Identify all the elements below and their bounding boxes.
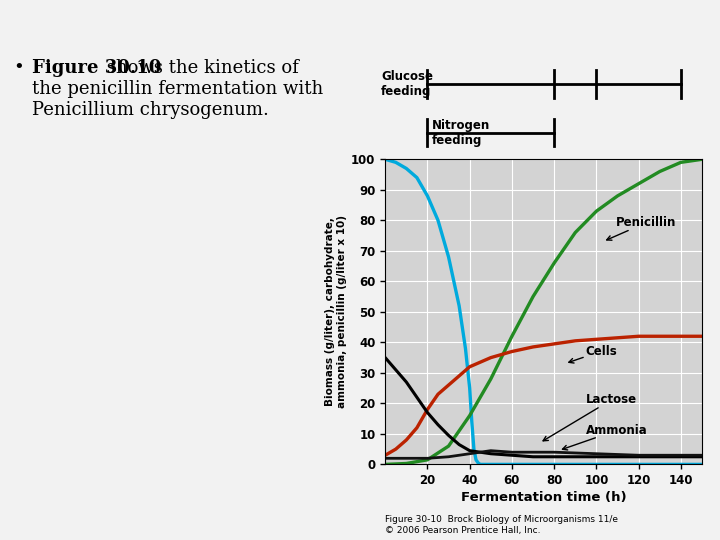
Text: Figure 30.10: Figure 30.10 [32,59,162,77]
Text: Cells: Cells [569,345,618,363]
Text: Penicillin: Penicillin [607,217,676,240]
Text: Glucose
feeding: Glucose feeding [381,70,433,98]
Text: Lactose: Lactose [543,393,637,441]
Text: •: • [14,59,31,77]
X-axis label: Fermentation time (h): Fermentation time (h) [461,491,626,504]
Text: Ammonia: Ammonia [562,424,647,450]
Y-axis label: Biomass (g/liter), carbohydrate,
ammonia, penicillin (g/liter x 10): Biomass (g/liter), carbohydrate, ammonia… [325,215,347,408]
Text: Figure 30-10  Brock Biology of Microorganisms 11/e
© 2006 Pearson Prentice Hall,: Figure 30-10 Brock Biology of Microorgan… [385,515,618,535]
Text: Nitrogen
feeding: Nitrogen feeding [432,118,490,146]
Text: shows the kinetics of
the penicillin fermentation with
​Penicillium chrysogenum.: shows the kinetics of the penicillin fer… [32,59,324,119]
